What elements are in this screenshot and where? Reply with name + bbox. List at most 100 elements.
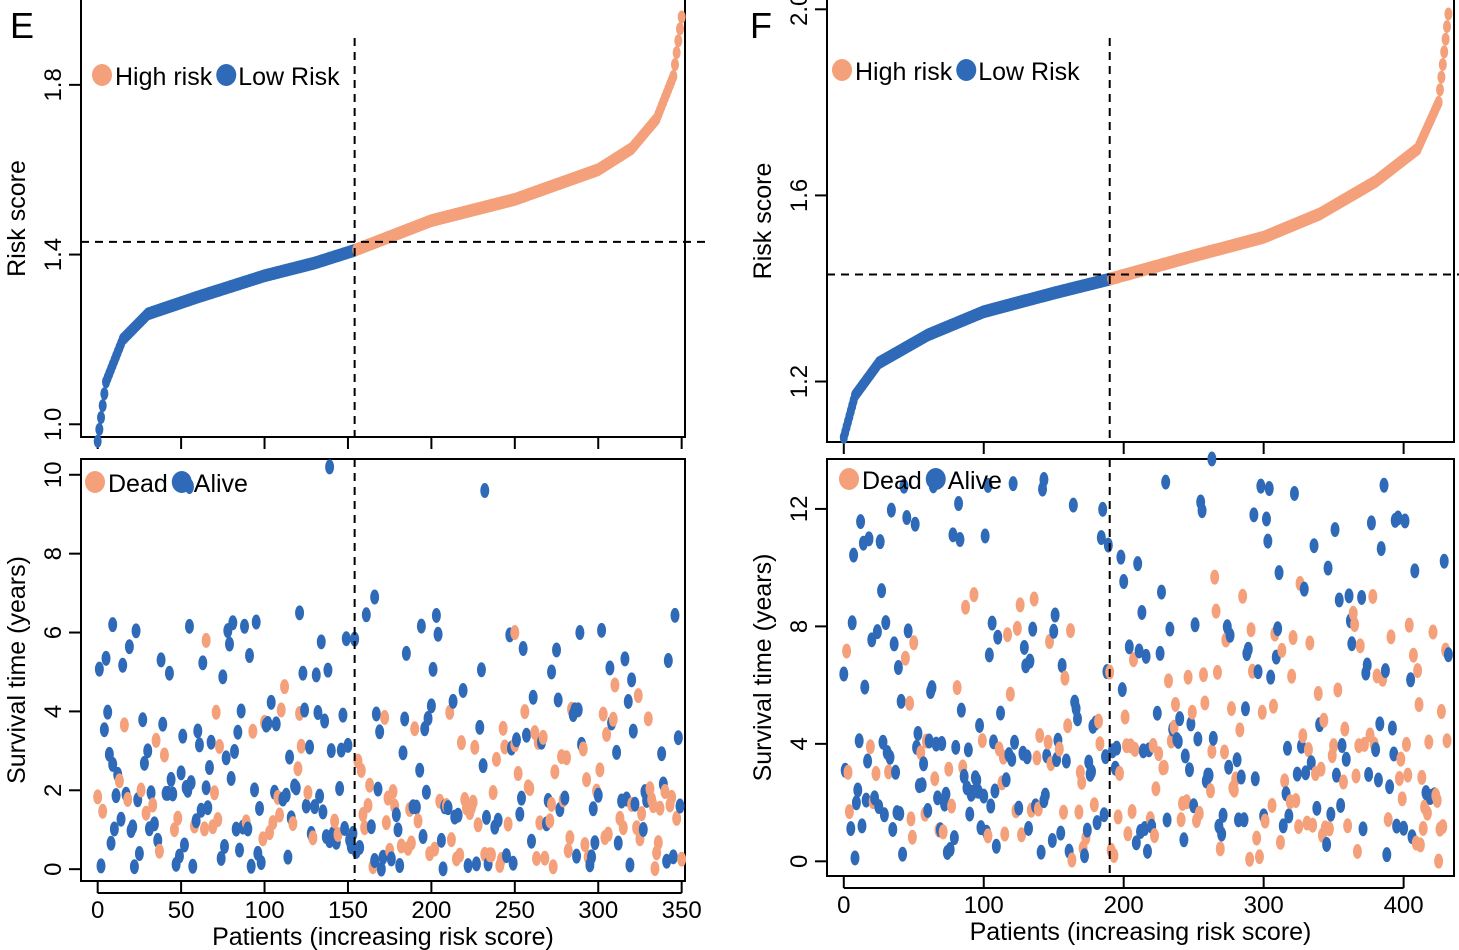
alive-point	[111, 788, 121, 804]
dead-point	[844, 804, 854, 820]
data-points	[93, 459, 687, 877]
dead-point	[871, 766, 881, 782]
alive-point	[1217, 826, 1227, 842]
alive-point	[224, 636, 234, 652]
dead-point	[1436, 704, 1446, 720]
alive-point	[203, 800, 213, 816]
x-axis-label: Patients (increasing risk score)	[212, 923, 554, 950]
dead-point	[93, 789, 103, 805]
alive-point	[300, 702, 310, 718]
y-tick-label: 0	[40, 862, 67, 875]
dead-point	[540, 850, 550, 866]
alive-point	[1380, 663, 1390, 679]
alive-point	[860, 679, 870, 695]
alive-point	[547, 664, 557, 680]
alive-point	[96, 858, 106, 874]
alive-point	[471, 856, 481, 872]
alive-point	[1039, 472, 1049, 488]
dead-point	[1219, 744, 1229, 760]
dead-point	[1428, 624, 1438, 640]
dead-point	[977, 733, 987, 749]
alive-point	[516, 790, 526, 806]
dead-point	[1035, 728, 1045, 744]
alive-point	[481, 809, 491, 825]
alive-point	[1224, 759, 1234, 775]
dead-point	[1226, 701, 1236, 717]
dead-point	[1245, 851, 1255, 867]
alive-point	[1382, 847, 1392, 863]
dead-point	[650, 861, 660, 877]
alive-point	[188, 858, 198, 874]
dead-point	[865, 739, 875, 755]
dead-point	[1319, 712, 1329, 728]
alive-point	[941, 786, 951, 802]
dead-point	[388, 784, 398, 800]
alive-point	[139, 755, 149, 771]
dead-point	[154, 843, 164, 859]
x-tick-label: 0	[91, 897, 104, 924]
alive-point	[366, 819, 376, 835]
dead-point	[550, 764, 560, 780]
alive-point	[913, 725, 923, 741]
dead-point	[938, 824, 948, 840]
dead-point	[1394, 770, 1404, 786]
alive-point	[1207, 451, 1217, 467]
dead-point	[1015, 597, 1025, 613]
alive-point	[877, 583, 887, 599]
dead-point	[1424, 734, 1434, 750]
legend-swatch-blue	[925, 468, 946, 490]
risk-point	[669, 69, 678, 83]
dead-point	[1268, 698, 1278, 714]
alive-point	[984, 647, 994, 663]
alive-point	[138, 712, 148, 728]
dead-point	[1404, 617, 1414, 633]
panel-letter: F	[750, 5, 772, 46]
dead-point	[455, 847, 465, 863]
alive-point	[630, 796, 640, 812]
dead-point	[468, 794, 478, 810]
alive-point	[1371, 742, 1381, 758]
alive-point	[1204, 767, 1214, 783]
dead-point	[618, 820, 628, 836]
alive-point	[1008, 476, 1018, 492]
alive-point	[393, 822, 403, 838]
dead-point	[1127, 804, 1137, 820]
alive-point	[341, 631, 351, 647]
alive-point	[325, 459, 335, 475]
alive-point	[1284, 808, 1294, 824]
dead-point	[209, 785, 219, 801]
alive-point	[493, 812, 503, 828]
alive-point	[933, 790, 943, 806]
dead-point	[538, 729, 548, 745]
dead-point	[169, 822, 179, 838]
alive-point	[605, 660, 615, 676]
alive-point	[245, 648, 255, 664]
risk-point	[97, 410, 106, 424]
dead-point	[608, 711, 618, 727]
dead-point	[578, 741, 588, 757]
alive-point	[311, 667, 321, 683]
dead-point	[1254, 849, 1264, 865]
alive-point	[1250, 771, 1260, 787]
alive-point	[320, 713, 330, 729]
dead-point	[1343, 818, 1353, 834]
data-points	[839, 451, 1453, 869]
dead-point	[532, 850, 542, 866]
alive-point	[923, 803, 933, 819]
dead-point	[1267, 797, 1277, 813]
alive-point	[853, 782, 863, 798]
alive-point	[668, 849, 678, 865]
dead-point	[1029, 591, 1039, 607]
alive-point	[510, 625, 520, 641]
alive-point	[1190, 617, 1200, 633]
alive-point	[945, 841, 955, 857]
alive-point	[129, 859, 139, 875]
dead-point	[548, 859, 558, 875]
dead-point	[330, 813, 340, 829]
alive-point	[1364, 766, 1374, 782]
dead-point	[1094, 713, 1104, 729]
dead-point	[595, 762, 605, 778]
alive-point	[675, 798, 685, 814]
dead-point	[1275, 834, 1285, 850]
dead-point	[1252, 830, 1262, 846]
